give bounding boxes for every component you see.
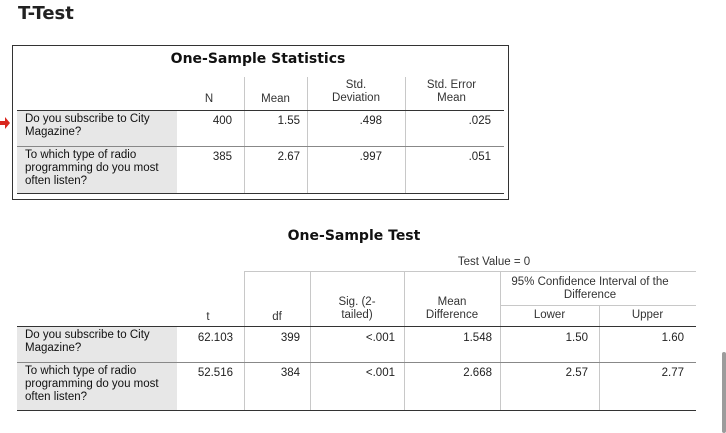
test-title: One-Sample Test [287,228,421,244]
statistics-title: One-Sample Statistics [170,51,346,67]
cell-std-error: .025 [468,115,491,127]
cell-mean: 2.67 [277,151,300,163]
cell-std-deviation: .997 [359,151,382,163]
row-label-radio-programming: To which type of radio programming do yo… [17,147,177,193]
cell-df: 399 [280,332,300,344]
header-mean: Mean [261,93,290,105]
header-df: df [272,311,282,323]
header-sig-1: Sig. (2- [338,296,376,308]
header-std-error-2: Mean [437,92,466,104]
header-mean-difference-2: Difference [425,309,479,321]
header-std-error-1: Std. Error [426,79,477,91]
header-std-deviation-2: Deviation [332,92,380,104]
cell-std-error: .051 [468,151,491,163]
row-label-radio-programming: To which type of radio programming do yo… [17,363,177,410]
one-sample-statistics-table[interactable] [12,45,509,200]
header-t: t [206,311,210,323]
vertical-scrollbar[interactable] [722,352,726,433]
row-label-city-magazine: Do you subscribe to City Magazine? [17,111,177,146]
cell-std-deviation: .498 [359,115,382,127]
header-upper: Upper [631,309,664,321]
ci-header: 95% Confidence Interval of the Differenc… [511,276,669,301]
cell-t: 62.103 [197,332,233,344]
cell-mean: 1.55 [277,115,300,127]
header-std-deviation-1: Std. [345,79,367,91]
cell-n: 400 [212,115,232,127]
cell-sig: <.001 [365,367,395,379]
header-sig-2: tailed) [341,309,373,321]
test-value-header: Test Value = 0 [457,256,531,268]
cell-upper: 1.60 [661,332,684,344]
cell-n: 385 [212,151,232,163]
cell-mean-difference: 2.668 [463,367,492,379]
cell-mean-difference: 1.548 [463,332,492,344]
cell-sig: <.001 [365,332,395,344]
cell-df: 384 [280,367,300,379]
header-mean-difference-1: Mean [437,296,467,308]
cell-lower: 1.50 [565,332,588,344]
header-lower: Lower [533,309,566,321]
selection-arrow-icon [0,117,10,129]
row-label-city-magazine: Do you subscribe to City Magazine? [17,327,177,362]
header-n: N [204,93,214,105]
cell-t: 52.516 [197,367,233,379]
cell-upper: 2.77 [661,367,684,379]
cell-lower: 2.57 [565,367,588,379]
page-title: T-Test [18,3,74,24]
